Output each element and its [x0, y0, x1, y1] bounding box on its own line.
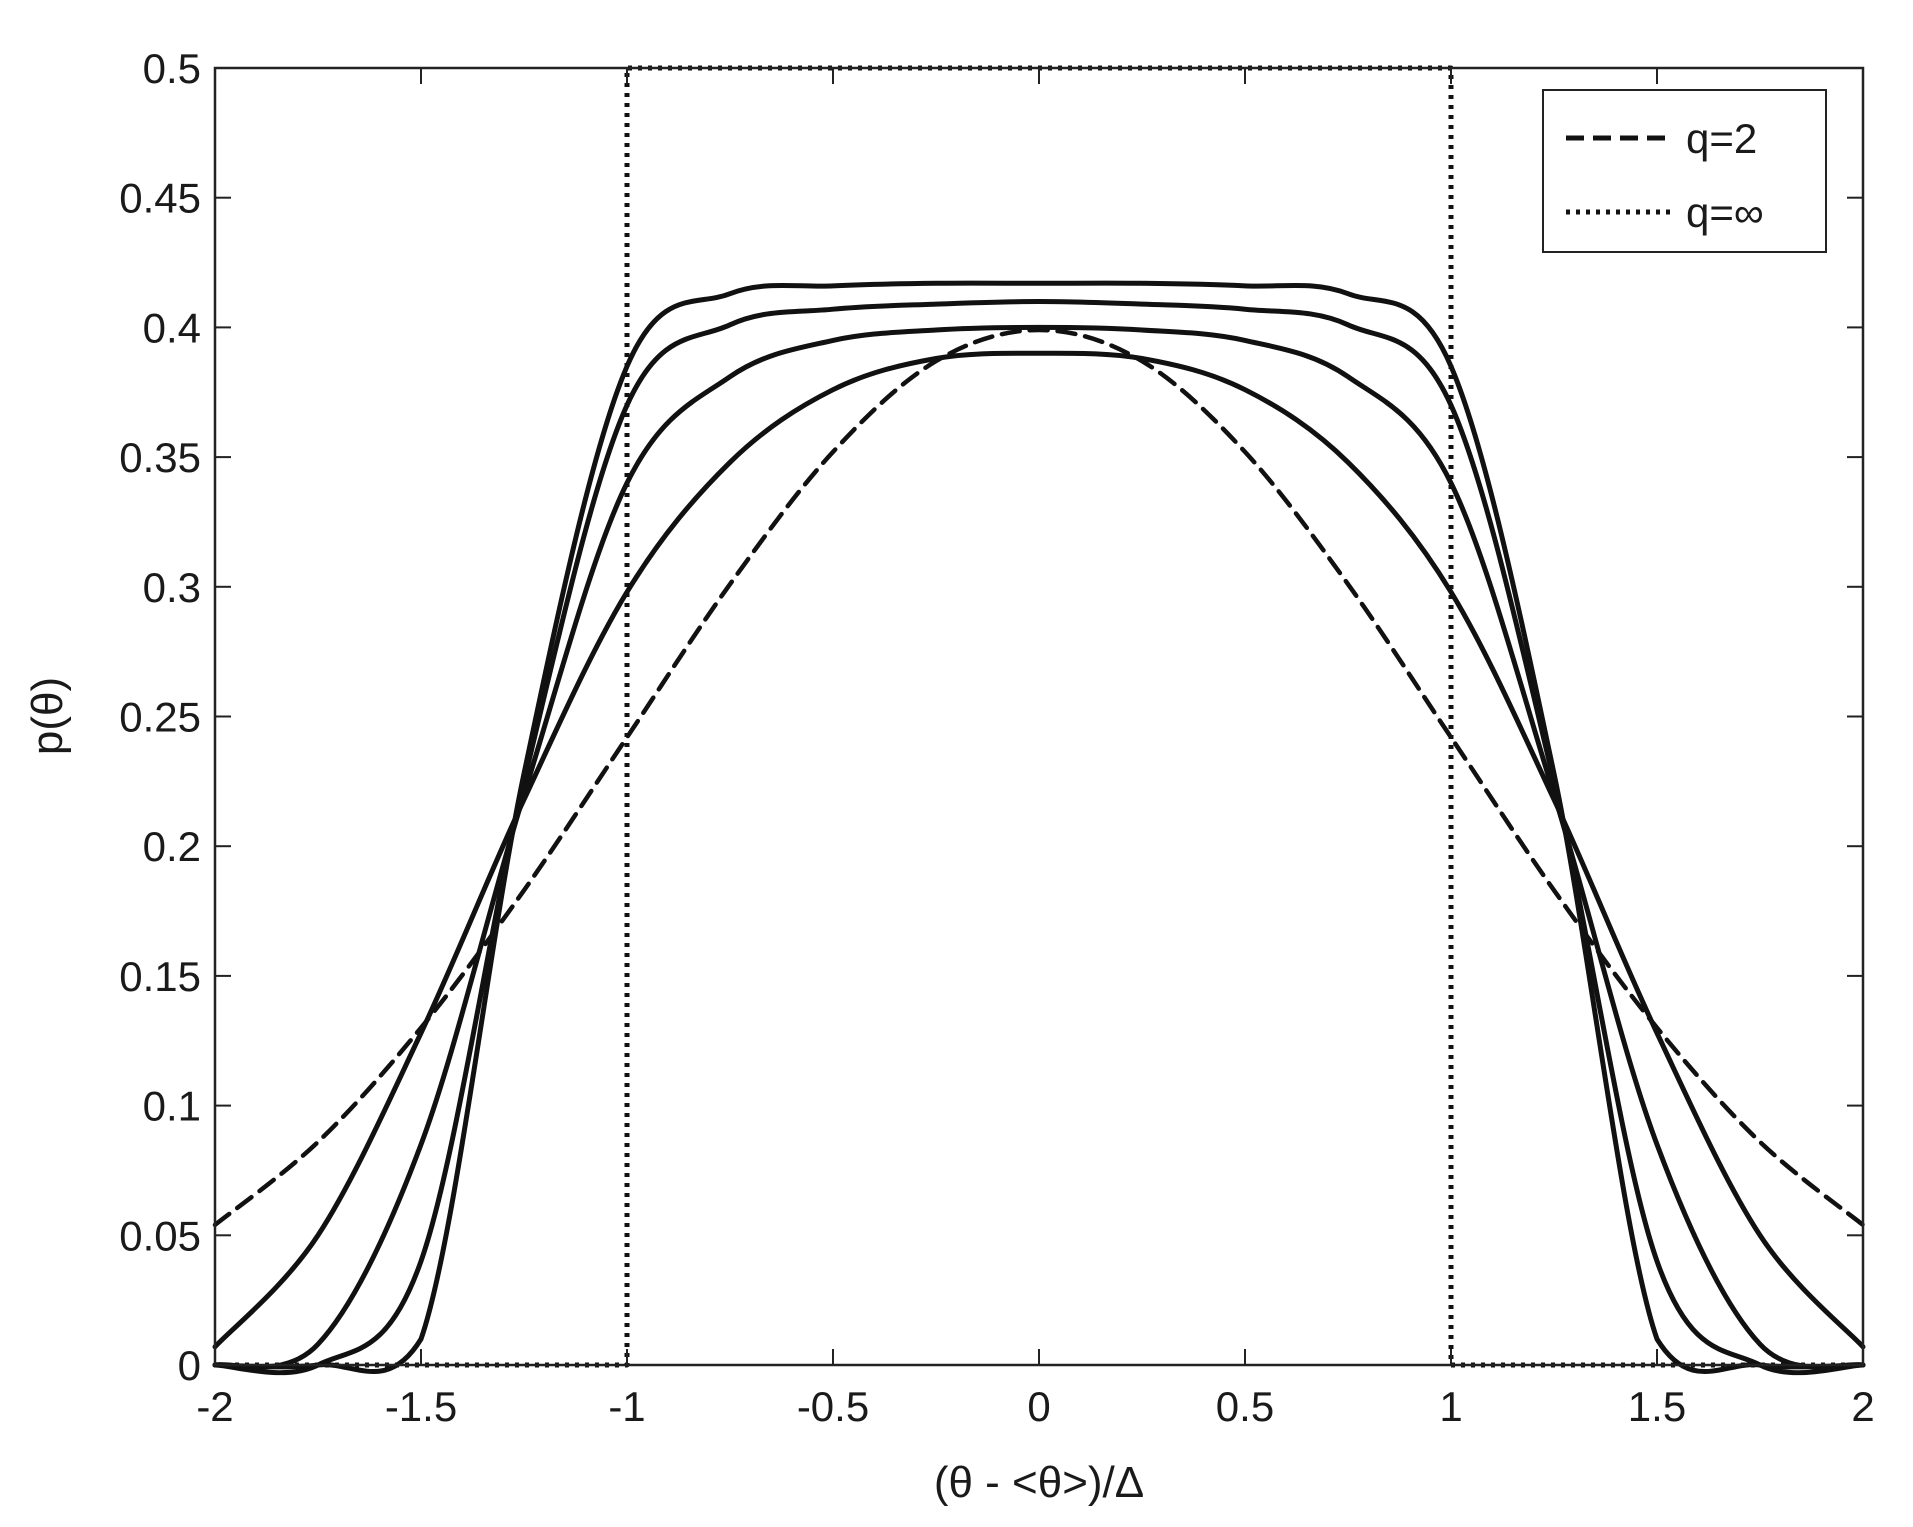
legend-label-q2: q=2	[1686, 115, 1757, 162]
y-tick-label: 0.2	[143, 823, 201, 870]
y-tick-label: 0.1	[143, 1083, 201, 1130]
series-line-solid-2	[212, 324, 1866, 1370]
ticks-layer: -2 -1.5 -1 -0.5 0 0.5 1 1.5 2 0 0.05 0.1 0.15 0.2 0.25…	[119, 45, 1874, 1430]
y-tick-label: 0.05	[119, 1212, 201, 1259]
x-tick-label: -2	[196, 1383, 233, 1430]
y-tick-label: 0.3	[143, 564, 201, 611]
y-tick-label: 0.15	[119, 953, 201, 1000]
x-tick-label: -0.5	[797, 1383, 869, 1430]
y-tick-label: 0.35	[119, 434, 201, 481]
x-tick-label: -1.5	[385, 1383, 457, 1430]
x-tick-label: 1.5	[1628, 1383, 1686, 1430]
legend-label-qinf: q=∞	[1686, 189, 1764, 236]
x-tick-label: 0.5	[1216, 1383, 1274, 1430]
x-tick-label: 2	[1851, 1383, 1874, 1430]
y-tick-label: 0	[178, 1342, 201, 1389]
legend: q=2 q=∞	[1542, 89, 1827, 253]
y-tick-label: 0.4	[143, 304, 201, 351]
y-tick-label: 0.5	[143, 45, 201, 92]
series-line-solid-3	[212, 299, 1866, 1376]
y-axis-label: p(θ)	[23, 677, 72, 755]
legend-box	[1542, 89, 1827, 253]
series-line-solid-4	[212, 280, 1866, 1375]
x-tick-label: 0	[1027, 1383, 1050, 1430]
x-tick-label: 1	[1439, 1383, 1462, 1430]
y-tick-label: 0.45	[119, 175, 201, 222]
series-line-solid-1	[212, 350, 1866, 1350]
x-axis-label: (θ - <θ>)/Δ	[934, 1458, 1144, 1507]
x-tick-label: -1	[608, 1383, 645, 1430]
y-tick-label: 0.25	[119, 694, 201, 741]
